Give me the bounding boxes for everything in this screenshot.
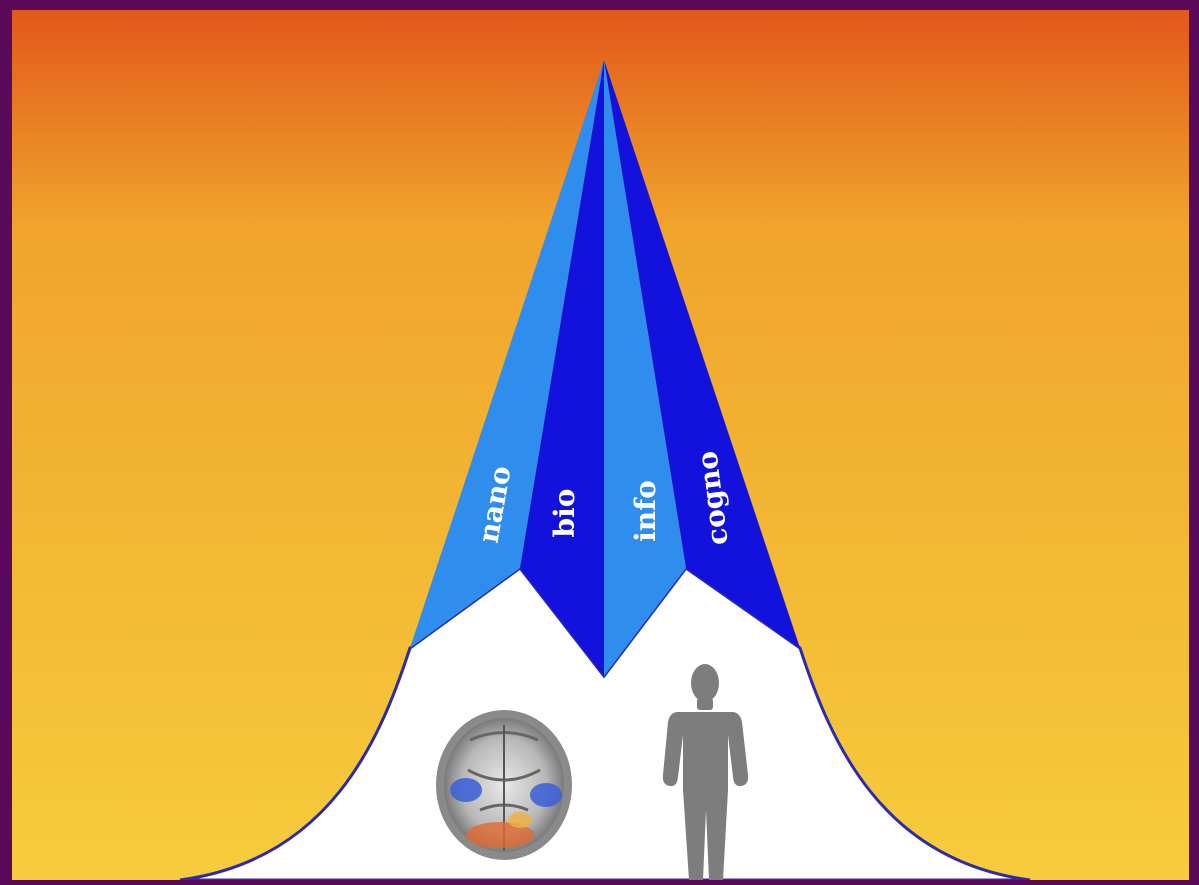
label-info: info bbox=[629, 480, 662, 542]
brain-scan-icon bbox=[436, 710, 572, 860]
segment-info bbox=[604, 60, 686, 676]
segment-cogno bbox=[604, 60, 800, 648]
segment-bio bbox=[520, 60, 604, 676]
segment-nano bbox=[410, 60, 604, 648]
human-figure-icon bbox=[662, 664, 749, 880]
label-bio: bio bbox=[548, 489, 581, 538]
